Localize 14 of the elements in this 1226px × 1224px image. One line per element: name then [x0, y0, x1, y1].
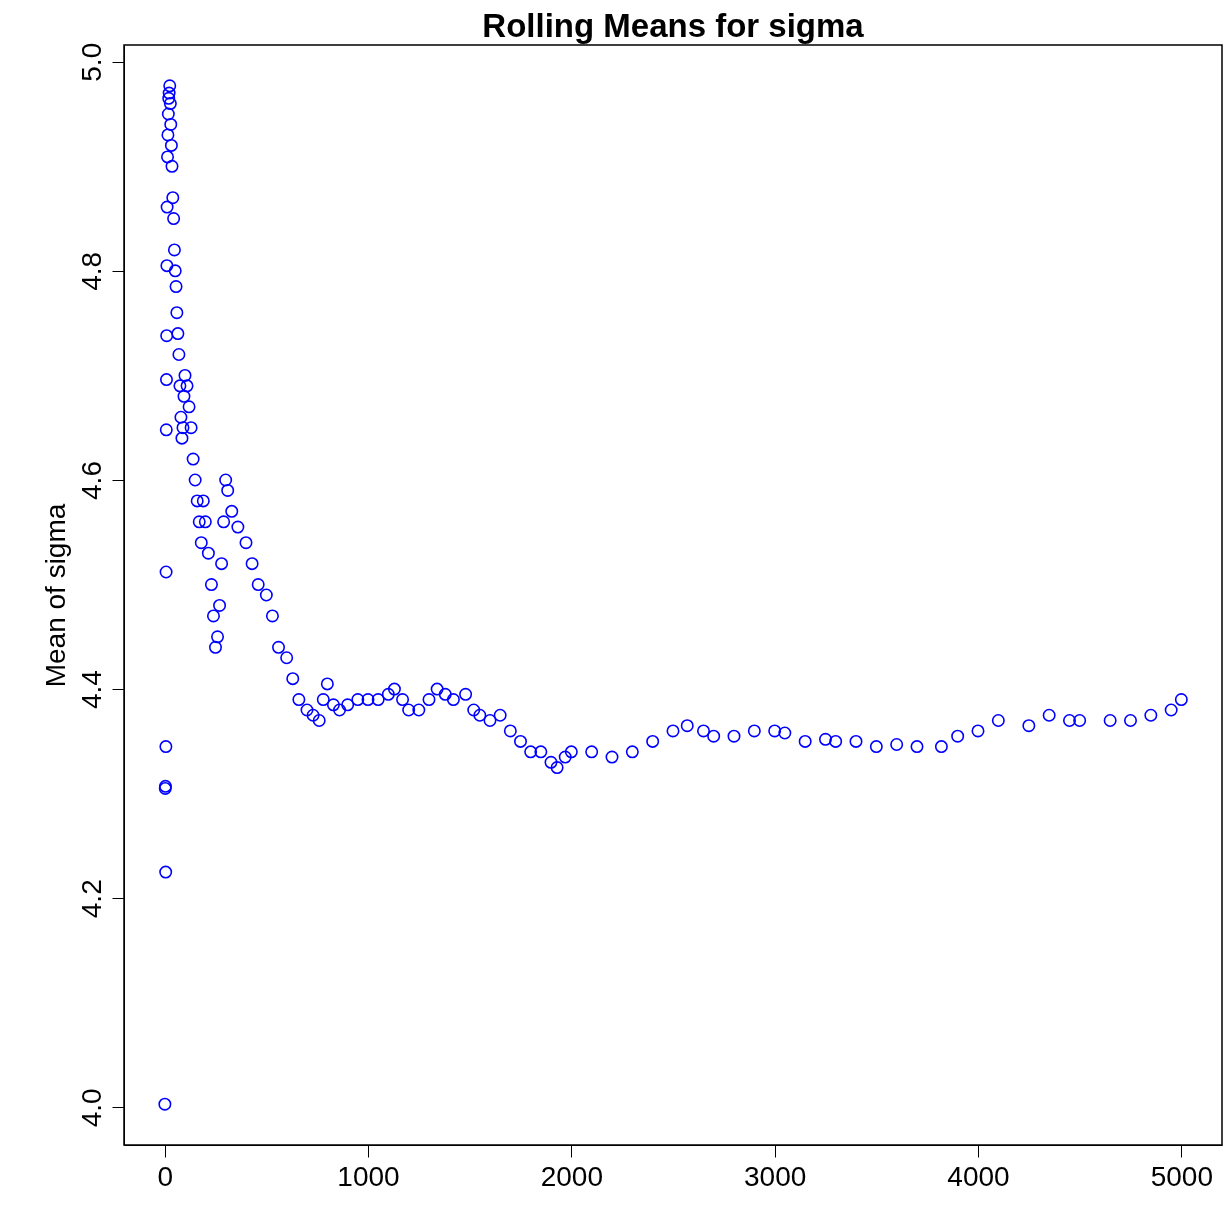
y-tick-label: 4.6	[75, 461, 107, 500]
y-tick-label: 4.2	[75, 879, 107, 919]
y-tick-label: 4.4	[75, 670, 107, 710]
y-tick-label: 5.0	[75, 42, 107, 82]
x-tick-label: 4000	[947, 1160, 1010, 1192]
x-tick-label: 5000	[1150, 1160, 1213, 1192]
y-tick-label: 4.0	[75, 1088, 107, 1128]
y-axis-title: Mean of sigma	[39, 503, 71, 688]
x-tick-label: 2000	[540, 1160, 603, 1192]
y-tick-label: 4.8	[75, 251, 107, 291]
x-tick-label: 1000	[337, 1160, 400, 1192]
x-tick-label: 0	[157, 1160, 173, 1192]
x-tick-label: 3000	[744, 1160, 807, 1192]
chart-title: Rolling Means for sigma	[482, 7, 865, 45]
